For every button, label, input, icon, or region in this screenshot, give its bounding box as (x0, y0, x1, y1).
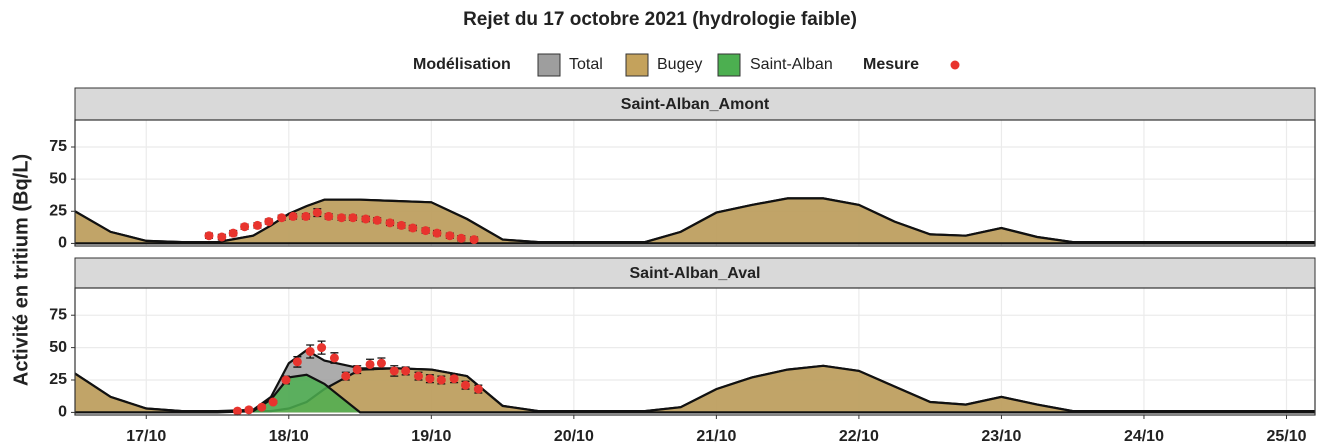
measure-point (449, 374, 459, 384)
measure-point (252, 220, 262, 230)
measure-point (288, 211, 298, 221)
x-tick-label: 20/10 (554, 428, 594, 443)
measure-point (337, 213, 347, 223)
measure-point (232, 406, 242, 416)
measure-point (277, 213, 287, 223)
plot-border (74, 287, 1316, 416)
measure-point (445, 231, 455, 241)
measure-point (348, 213, 358, 223)
x-tick-label: 25/10 (1266, 428, 1306, 443)
area-outline (75, 373, 1315, 414)
measure-point (268, 397, 278, 407)
chart-title: Rejet du 17 octobre 2021 (hydrologie fai… (463, 9, 857, 30)
x-tick-label: 19/10 (411, 428, 451, 443)
measure-point (312, 208, 322, 218)
measure-point (436, 375, 446, 385)
legend-title: Modélisation (413, 56, 511, 73)
facet-title: Saint-Alban_Aval (630, 265, 761, 282)
legend-marker (950, 60, 960, 70)
y-tick-label: 50 (49, 339, 67, 356)
measure-point (244, 405, 254, 415)
measure-point (317, 343, 327, 353)
measure-point (217, 232, 227, 242)
legend-swatch (717, 53, 741, 77)
facet-title: Saint-Alban_Amont (621, 96, 770, 113)
measure-point (473, 384, 483, 394)
measure-point (461, 380, 471, 390)
y-tick-label: 0 (58, 404, 67, 421)
legend-title: Mesure (863, 56, 919, 73)
legend-swatch (625, 53, 649, 77)
measure-point (341, 371, 351, 381)
measure-point (385, 218, 395, 228)
x-tick-label: 22/10 (839, 428, 879, 443)
measure-point (372, 215, 382, 225)
area (75, 374, 1315, 413)
measure-point (228, 228, 238, 238)
measure-point (305, 347, 315, 356)
measure-point (301, 211, 311, 221)
measure-point (421, 226, 431, 236)
y-tick-label: 75 (49, 138, 67, 155)
y-tick-label: 75 (49, 306, 67, 323)
x-tick-label: 23/10 (981, 428, 1021, 443)
area-outline (75, 197, 1315, 244)
legend-label: Bugey (657, 56, 702, 73)
measure-point (240, 222, 250, 232)
plot-background (75, 288, 1315, 415)
measure-point (329, 353, 339, 363)
measure-point (257, 402, 267, 412)
measure-point (469, 235, 479, 245)
measure-point (432, 228, 442, 238)
measure-point (425, 374, 435, 384)
measure-point (361, 214, 371, 224)
measure-point (401, 366, 411, 376)
measure-point (413, 371, 423, 381)
y-tick-label: 25 (49, 203, 67, 220)
strip (74, 257, 1316, 289)
measure-point (408, 223, 418, 233)
legend-label: Saint-Alban (750, 56, 833, 73)
measure-point (324, 211, 334, 221)
x-tick-label: 21/10 (696, 428, 736, 443)
y-axis-label: Activité en tritium (Bq/L) (10, 154, 32, 386)
measure-point (396, 220, 406, 230)
measure-point (204, 231, 214, 241)
x-tick-label: 18/10 (269, 428, 309, 443)
measure-point (389, 366, 399, 376)
measure-point (281, 375, 291, 385)
measure-point (456, 233, 466, 243)
x-tick-label: 24/10 (1124, 428, 1164, 443)
area (75, 198, 1315, 244)
legend-swatch (537, 53, 561, 77)
measure-point (365, 359, 375, 369)
strip (74, 87, 1316, 121)
measure-point (292, 357, 302, 367)
measure-point (376, 358, 386, 368)
measure-point (264, 217, 274, 227)
legend-label: Total (569, 56, 603, 73)
area (75, 365, 1315, 413)
measure-point (352, 365, 362, 375)
x-tick-label: 17/10 (126, 428, 166, 443)
y-tick-label: 25 (49, 371, 67, 388)
y-tick-label: 50 (49, 170, 67, 187)
y-tick-label: 0 (58, 235, 67, 252)
plot-border (74, 119, 1316, 247)
